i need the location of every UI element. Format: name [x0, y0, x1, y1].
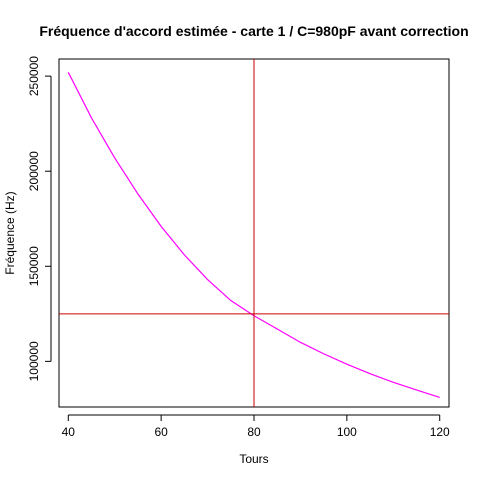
- y-tick-label: 100000: [27, 341, 41, 381]
- y-axis-label: Fréquence (Hz): [3, 191, 17, 274]
- x-tick-label: 120: [430, 425, 450, 439]
- x-tick-label: 60: [154, 425, 168, 439]
- x-axis-label: Tours: [239, 452, 268, 466]
- x-tick-label: 80: [247, 425, 261, 439]
- plot-area: [59, 59, 449, 407]
- x-tick-label: 40: [62, 425, 76, 439]
- y-tick-label: 250000: [27, 56, 41, 96]
- x-axis: 40 60 80 100 120: [62, 414, 450, 439]
- y-tick-label: 200000: [27, 151, 41, 191]
- y-axis: 100000 150000 200000 250000: [27, 56, 52, 381]
- chart-title: Fréquence d'accord estimée - carte 1 / C…: [39, 23, 468, 39]
- y-tick-label: 150000: [27, 246, 41, 286]
- x-tick-label: 100: [337, 425, 357, 439]
